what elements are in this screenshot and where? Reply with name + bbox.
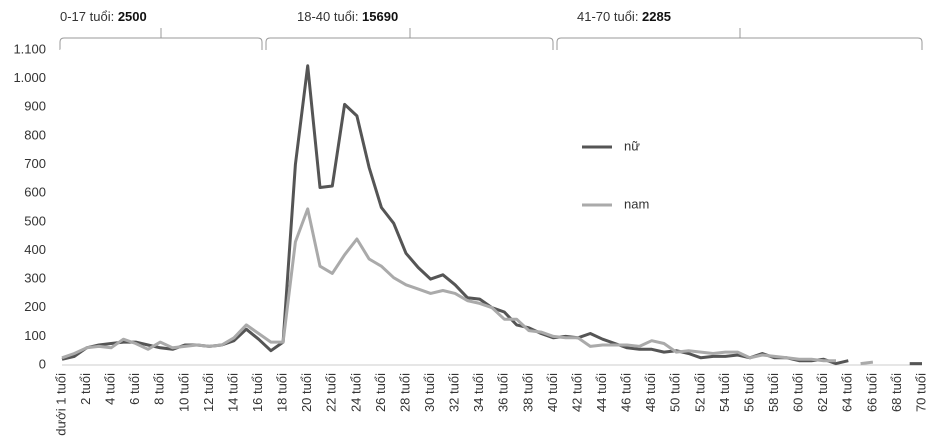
x-tick-label: 34 tuổi xyxy=(471,373,486,412)
y-tick-label: 900 xyxy=(24,99,46,114)
x-tick-label: 38 tuổi xyxy=(520,373,535,412)
x-tick-label: 42 tuổi xyxy=(569,373,584,412)
x-tick-label: 28 tuổi xyxy=(397,373,412,412)
y-tick-label: 500 xyxy=(24,213,46,228)
x-tick-label: 40 tuổi xyxy=(545,373,560,412)
x-tick-label: 20 tuổi xyxy=(299,373,314,412)
bracket xyxy=(265,28,554,50)
y-tick-label: 600 xyxy=(24,185,46,200)
y-tick-label: 1.100 xyxy=(13,41,46,56)
x-tick-label: 50 tuổi xyxy=(668,373,683,412)
y-tick-label: 0 xyxy=(39,356,46,371)
x-tick-label: 18 tuổi xyxy=(275,373,290,412)
x-tick-label: 56 tuổi xyxy=(741,373,756,412)
x-tick-label: 10 tuổi xyxy=(176,373,191,412)
group-name: 41-70 tuổi: xyxy=(577,9,642,24)
x-tick-label: 12 tuổi xyxy=(201,373,216,412)
group-name: 0-17 tuổi: xyxy=(60,9,118,24)
x-tick-label: 46 tuổi xyxy=(619,373,634,412)
bracket xyxy=(556,28,923,50)
brackets xyxy=(59,28,923,50)
group-label: 41-70 tuổi: 2285 xyxy=(577,9,671,24)
legend-label: nam xyxy=(624,196,649,211)
x-tick-label: 4 tuổi xyxy=(103,373,118,405)
x-tick-label: 60 tuổi xyxy=(791,373,806,412)
x-tick-label: 24 tuổi xyxy=(348,373,363,412)
x-tick-label: 52 tuổi xyxy=(692,373,707,412)
x-tick-label: 6 tuổi xyxy=(127,373,142,405)
y-tick-label: 400 xyxy=(24,242,46,257)
x-tick-label: 48 tuổi xyxy=(643,373,658,412)
x-tick-label: 14 tuổi xyxy=(225,373,240,412)
x-tick-label: 58 tuổi xyxy=(766,373,781,412)
y-tick-label: 800 xyxy=(24,127,46,142)
x-tick-label: 70 tuổi xyxy=(913,373,928,412)
x-tick-label: 36 tuổi xyxy=(496,373,511,412)
group-label: 0-17 tuổi: 2500 xyxy=(60,9,147,24)
x-tick-label: 32 tuổi xyxy=(447,373,462,412)
x-tick-label: 64 tuổi xyxy=(840,373,855,412)
y-tick-label: 100 xyxy=(24,328,46,343)
legend-label: nữ xyxy=(624,138,640,153)
x-tick-label: 62 tuổi xyxy=(815,373,830,412)
x-tick-label: 54 tuổi xyxy=(717,373,732,412)
x-tick-label: 44 tuổi xyxy=(594,373,609,412)
bracket xyxy=(59,28,263,50)
x-tick-label: 16 tuổi xyxy=(250,373,265,412)
y-tick-label: 300 xyxy=(24,271,46,286)
group-name: 18-40 tuổi: xyxy=(297,9,362,24)
x-tick-label: 2 tuổi xyxy=(78,373,93,405)
y-tick-label: 1.000 xyxy=(13,70,46,85)
group-total: 2500 xyxy=(118,9,147,24)
x-tick-label: 30 tuổi xyxy=(422,373,437,412)
x-tick-label: dưới 1 tuổi xyxy=(53,373,68,436)
x-tick-label: 8 tuổi xyxy=(152,373,167,405)
group-total: 2285 xyxy=(642,9,671,24)
x-tick-label: 26 tuổi xyxy=(373,373,388,412)
y-tick-label: 200 xyxy=(24,299,46,314)
group-total: 15690 xyxy=(362,9,398,24)
series-line xyxy=(61,64,922,366)
x-tick-label: 66 tuổi xyxy=(864,373,879,412)
x-tick-label: 22 tuổi xyxy=(324,373,339,412)
group-label: 18-40 tuổi: 15690 xyxy=(297,9,398,24)
x-tick-label: 68 tuổi xyxy=(889,373,904,412)
y-tick-label: 700 xyxy=(24,156,46,171)
series-line xyxy=(61,207,874,366)
